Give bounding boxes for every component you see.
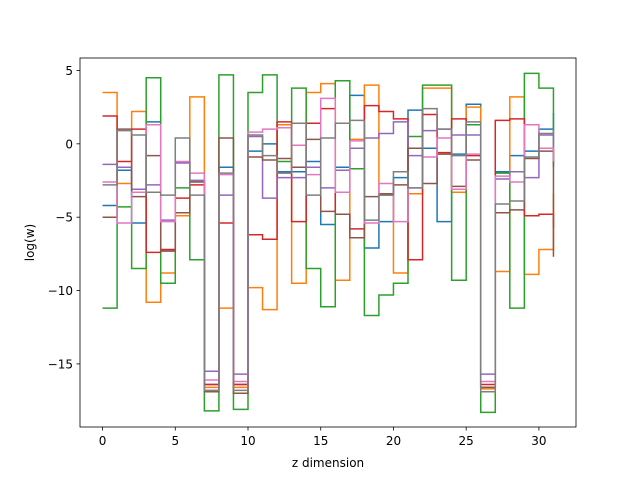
series-line-8 xyxy=(102,107,555,393)
x-tick-label: 5 xyxy=(171,434,179,448)
x-tick-label: 0 xyxy=(99,434,107,448)
series-line-6 xyxy=(102,128,555,394)
series-line-1 xyxy=(102,94,555,389)
y-tick-label: 0 xyxy=(65,137,73,151)
series-line-7 xyxy=(102,97,555,383)
axes-frame xyxy=(79,57,577,428)
series-line-4 xyxy=(102,104,555,386)
x-tick-label: 25 xyxy=(459,434,474,448)
y-axis-label: log(w) xyxy=(23,224,37,261)
x-tick-label: 30 xyxy=(531,434,546,448)
x-tick-label: 15 xyxy=(313,434,328,448)
x-tick-label: 20 xyxy=(386,434,401,448)
x-axis-label: z dimension xyxy=(292,456,364,470)
y-tick-label: −10 xyxy=(48,284,73,298)
y-axis: 5 0 −5 −10 −15 xyxy=(48,64,80,371)
x-tick-label: 10 xyxy=(240,434,255,448)
y-tick-label: 5 xyxy=(65,64,73,78)
series-line-2 xyxy=(102,82,555,390)
x-axis: 0 5 10 15 20 25 30 xyxy=(99,427,547,448)
y-tick-label: −5 xyxy=(55,211,73,225)
y-tick-label: −15 xyxy=(48,357,73,371)
plot-area xyxy=(102,72,555,414)
series-line-5 xyxy=(102,121,555,375)
series-line-3 xyxy=(102,72,555,414)
